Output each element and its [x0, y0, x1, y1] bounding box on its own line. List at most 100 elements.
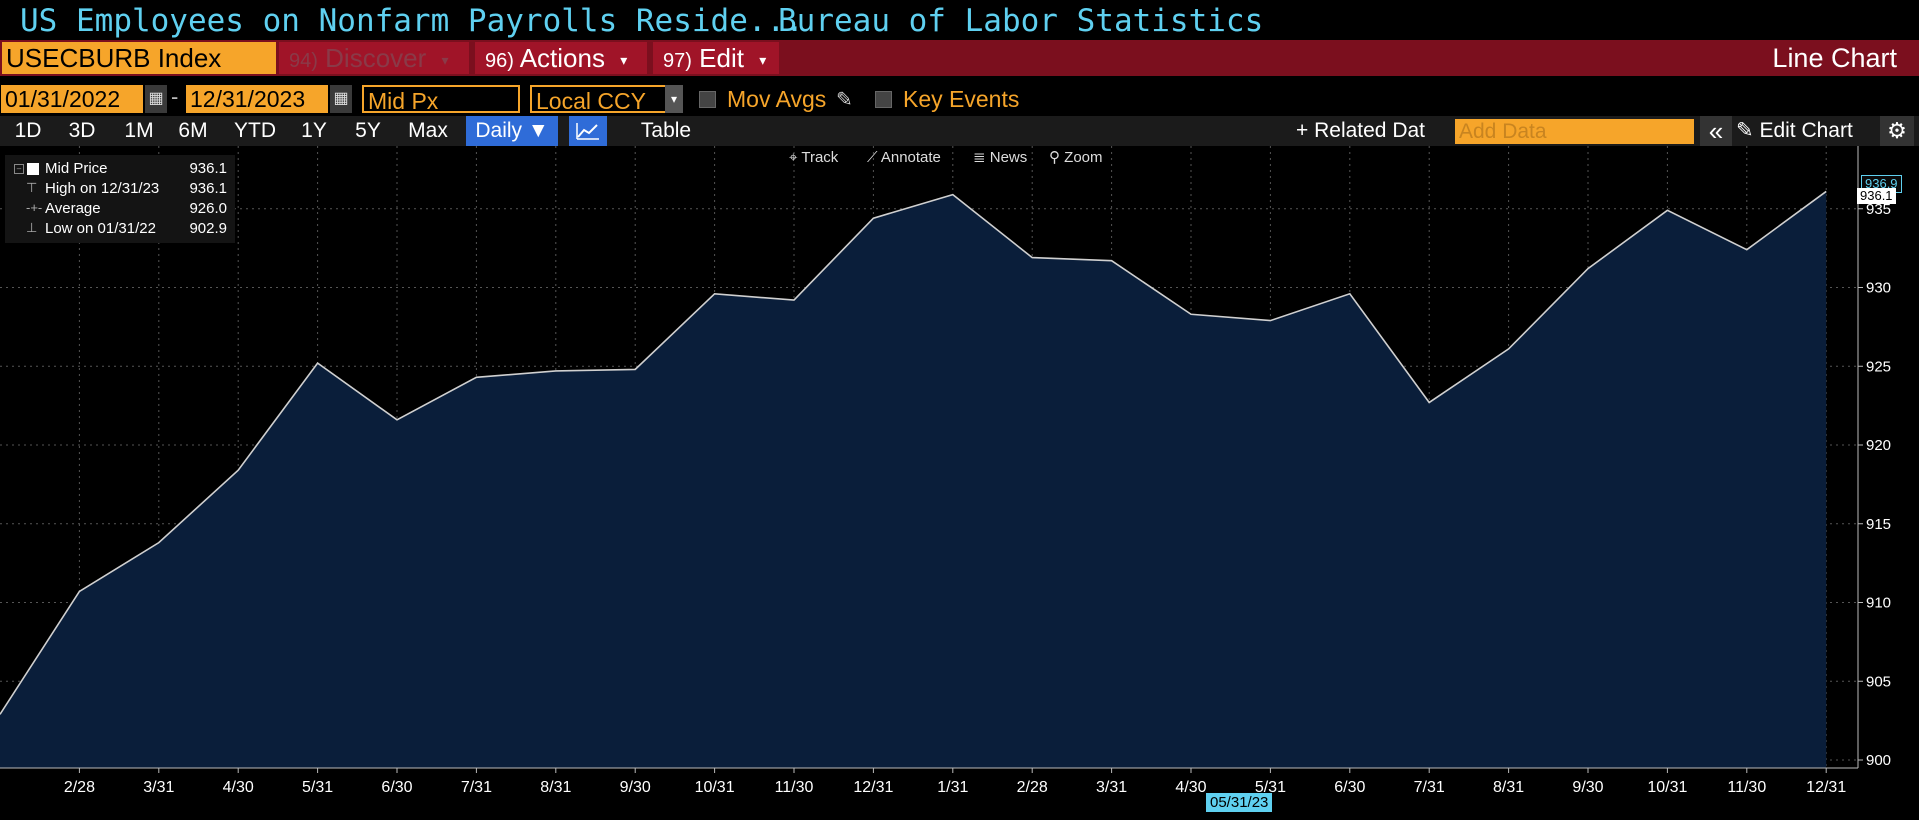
- x-tick-label: 9/30: [1572, 779, 1603, 796]
- function-bar: USECBURB Index 94) Discover ▾ 96) Action…: [0, 40, 1919, 76]
- news-tool[interactable]: ≣ News: [973, 146, 1027, 170]
- x-tick-label: 3/31: [1096, 779, 1127, 796]
- source-title: Bureau of Labor Statistics: [778, 3, 1264, 39]
- range-1y[interactable]: 1Y: [301, 119, 327, 142]
- legend-value: 902.9: [189, 220, 227, 237]
- legend-average: -+- Average 926.0: [5, 199, 235, 219]
- range-6m[interactable]: 6M: [178, 119, 208, 142]
- discover-button[interactable]: 94) Discover ▾: [279, 42, 469, 74]
- pencil-icon: ⟋: [867, 149, 881, 166]
- x-tick-label: 9/30: [620, 779, 651, 796]
- edit-chart-label: Edit Chart: [1759, 119, 1853, 142]
- line-chart-icon[interactable]: [569, 116, 607, 146]
- zoom-label: Zoom: [1064, 149, 1103, 166]
- ticker-field[interactable]: USECBURB Index: [2, 42, 276, 74]
- collapse-icon[interactable]: «: [1700, 116, 1732, 146]
- last-price-tag: 936.1: [1857, 188, 1896, 204]
- actions-label: Actions: [519, 43, 605, 73]
- add-data-input[interactable]: [1455, 119, 1694, 144]
- expand-icon[interactable]: –: [14, 164, 24, 174]
- track-tool[interactable]: ⌖ Track: [789, 146, 838, 170]
- legend-label: Average: [45, 200, 101, 217]
- y-tick-label: 920: [1866, 437, 1891, 454]
- chevron-down-icon: ▾: [759, 52, 767, 69]
- start-date-field[interactable]: 01/31/2022: [1, 85, 143, 113]
- range-ytd[interactable]: YTD: [234, 119, 276, 142]
- legend-value: 936.1: [189, 180, 227, 197]
- x-tick-label: 3/31: [143, 779, 174, 796]
- pencil-icon[interactable]: ✎: [836, 89, 853, 111]
- x-tick-label: 8/31: [1493, 779, 1524, 796]
- annotate-tool[interactable]: ⟋ Annotate: [867, 146, 941, 170]
- x-axis: 2/28 3/31 4/30 5/31 6/30 7/31 8/31 9/30 10/31 11/…: [0, 767, 1858, 796]
- legend-label: Mid Price: [45, 160, 108, 177]
- x-tick-label: 6/30: [1334, 779, 1365, 796]
- pencil-icon: ✎: [1736, 119, 1760, 142]
- legend-value: 936.1: [189, 160, 227, 177]
- x-tick-label: 7/31: [1414, 779, 1445, 796]
- x-tick-label: 12/31: [1806, 779, 1846, 796]
- legend[interactable]: – Mid Price 936.1 ⊤ High on 12/31/23 936…: [5, 155, 235, 243]
- key-events-checkbox[interactable]: [875, 91, 892, 108]
- title-bar: US Employees on Nonfarm Payrolls Reside.…: [0, 0, 1919, 40]
- edit-number: 97): [663, 50, 692, 72]
- date-separator: -: [171, 84, 179, 109]
- y-tick-label: 915: [1866, 516, 1891, 533]
- frequency-select[interactable]: Daily ▼: [466, 116, 558, 146]
- legend-value: 926.0: [189, 200, 227, 217]
- date-flag: 05/31/23: [1206, 793, 1273, 812]
- range-1m[interactable]: 1M: [124, 119, 154, 142]
- x-tick-label: 2/28: [64, 779, 95, 796]
- x-tick-label: 11/30: [775, 779, 814, 796]
- related-data-button[interactable]: + Related Dat: [1296, 119, 1425, 142]
- currency-select[interactable]: Local CCY: [530, 85, 668, 113]
- series-swatch: [27, 163, 39, 175]
- key-events-label[interactable]: Key Events: [903, 86, 1020, 112]
- y-tick-label: 910: [1866, 595, 1891, 612]
- price-chart[interactable]: 2/28 3/31 4/30 5/31 6/30 7/31 8/31 9/30 10/31 11/…: [0, 146, 1919, 820]
- x-tick-label: 2/28: [1017, 779, 1048, 796]
- y-tick-label: 905: [1866, 673, 1891, 690]
- range-5y[interactable]: 5Y: [355, 119, 381, 142]
- x-tick-label: 5/31: [302, 779, 333, 796]
- actions-button[interactable]: 96) Actions ▾: [475, 42, 647, 74]
- price-field-select[interactable]: Mid Px: [362, 85, 520, 113]
- low-icon: ⊥: [26, 220, 38, 235]
- table-tab[interactable]: Table: [640, 119, 692, 142]
- magnifier-icon: ⚲: [1049, 149, 1065, 166]
- edit-button[interactable]: 97) Edit ▾: [653, 42, 779, 74]
- mov-avgs-checkbox[interactable]: [699, 91, 716, 108]
- range-toolbar: 1D 3D 1M 6M YTD 1Y 5Y Max Daily ▼ Table …: [0, 116, 1919, 146]
- calendar-icon[interactable]: ▦: [145, 85, 167, 113]
- legend-mid-price[interactable]: – Mid Price 936.1: [5, 159, 235, 179]
- gear-icon[interactable]: ⚙: [1880, 116, 1914, 146]
- chart-type-label: Line Chart: [1772, 43, 1897, 73]
- end-date-field[interactable]: 12/31/2023: [186, 85, 328, 113]
- chevron-down-icon[interactable]: ▾: [665, 85, 683, 113]
- security-title: US Employees on Nonfarm Payrolls Reside.…: [20, 3, 804, 39]
- zoom-tool[interactable]: ⚲ Zoom: [1049, 146, 1103, 170]
- range-1d[interactable]: 1D: [14, 119, 42, 142]
- mov-avgs-label[interactable]: Mov Avgs: [727, 86, 827, 112]
- chevron-down-icon: ▾: [441, 52, 449, 69]
- legend-label: High on 12/31/23: [45, 180, 160, 197]
- average-icon: -+-: [26, 200, 43, 215]
- x-tick-label: 7/31: [461, 779, 492, 796]
- edit-chart-button[interactable]: ✎ Edit Chart: [1736, 116, 1853, 146]
- x-tick-label: 10/31: [1647, 779, 1687, 796]
- actions-number: 96): [485, 50, 514, 72]
- calendar-icon[interactable]: ▦: [330, 85, 352, 113]
- y-tick-label: 930: [1866, 280, 1891, 297]
- chevron-down-icon: ▾: [620, 52, 628, 69]
- x-tick-label: 1/31: [937, 779, 968, 796]
- crosshair-icon: ⌖: [789, 149, 802, 166]
- news-label: News: [989, 149, 1028, 166]
- x-tick-label: 10/31: [695, 779, 735, 796]
- range-max[interactable]: Max: [408, 119, 448, 142]
- x-tick-label: 4/30: [223, 779, 254, 796]
- range-3d[interactable]: 3D: [68, 119, 96, 142]
- y-tick-label: 900: [1866, 752, 1891, 769]
- x-tick-label: 5/31: [1255, 779, 1286, 796]
- legend-label: Low on 01/31/22: [45, 220, 156, 237]
- y-axis: 900 905 910 915 920 925 930 935: [1857, 146, 1891, 769]
